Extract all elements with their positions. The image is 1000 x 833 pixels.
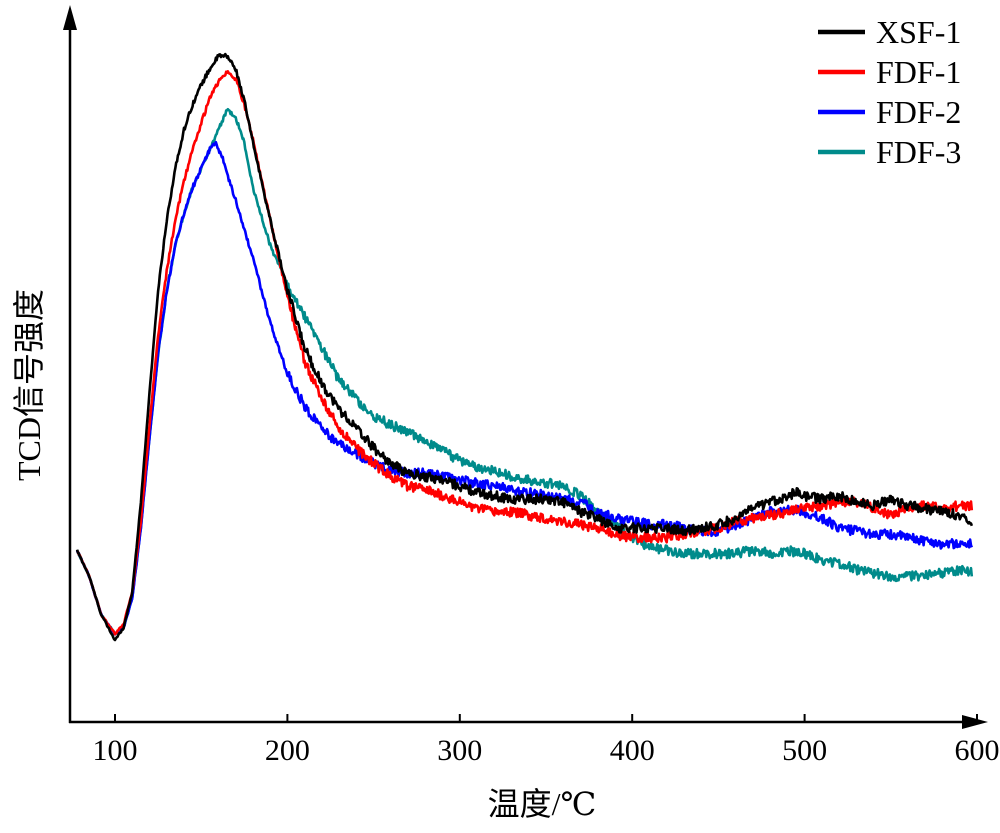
x-tick-label: 400 — [610, 734, 655, 767]
legend-label-fdf-3: FDF-3 — [876, 134, 961, 170]
legend-label-fdf-1: FDF-1 — [876, 54, 961, 90]
x-tick-label: 200 — [265, 734, 310, 767]
x-ticks: 100 200 300 400 500 600 — [93, 714, 1000, 767]
legend: XSF-1 FDF-1 FDF-2 FDF-3 — [818, 14, 961, 170]
y-axis-arrow — [63, 5, 77, 30]
axes — [63, 5, 988, 729]
x-axis-title: 温度/℃ — [488, 786, 597, 822]
x-tick-label: 600 — [955, 734, 1000, 767]
series-line-fdf-2 — [75, 140, 974, 636]
legend-label-xsf-1: XSF-1 — [876, 14, 961, 50]
series-line-xsf-1 — [75, 52, 974, 642]
series-line-fdf-1 — [76, 70, 974, 636]
series-line-fdf-3 — [75, 107, 974, 636]
y-axis-title: TCD信号强度 — [11, 289, 47, 481]
x-axis-arrow — [962, 715, 988, 729]
x-tick-label: 500 — [782, 734, 827, 767]
x-tick-label: 100 — [93, 734, 138, 767]
series-layer — [75, 52, 974, 642]
x-tick-label: 300 — [437, 734, 482, 767]
legend-label-fdf-2: FDF-2 — [876, 94, 961, 130]
